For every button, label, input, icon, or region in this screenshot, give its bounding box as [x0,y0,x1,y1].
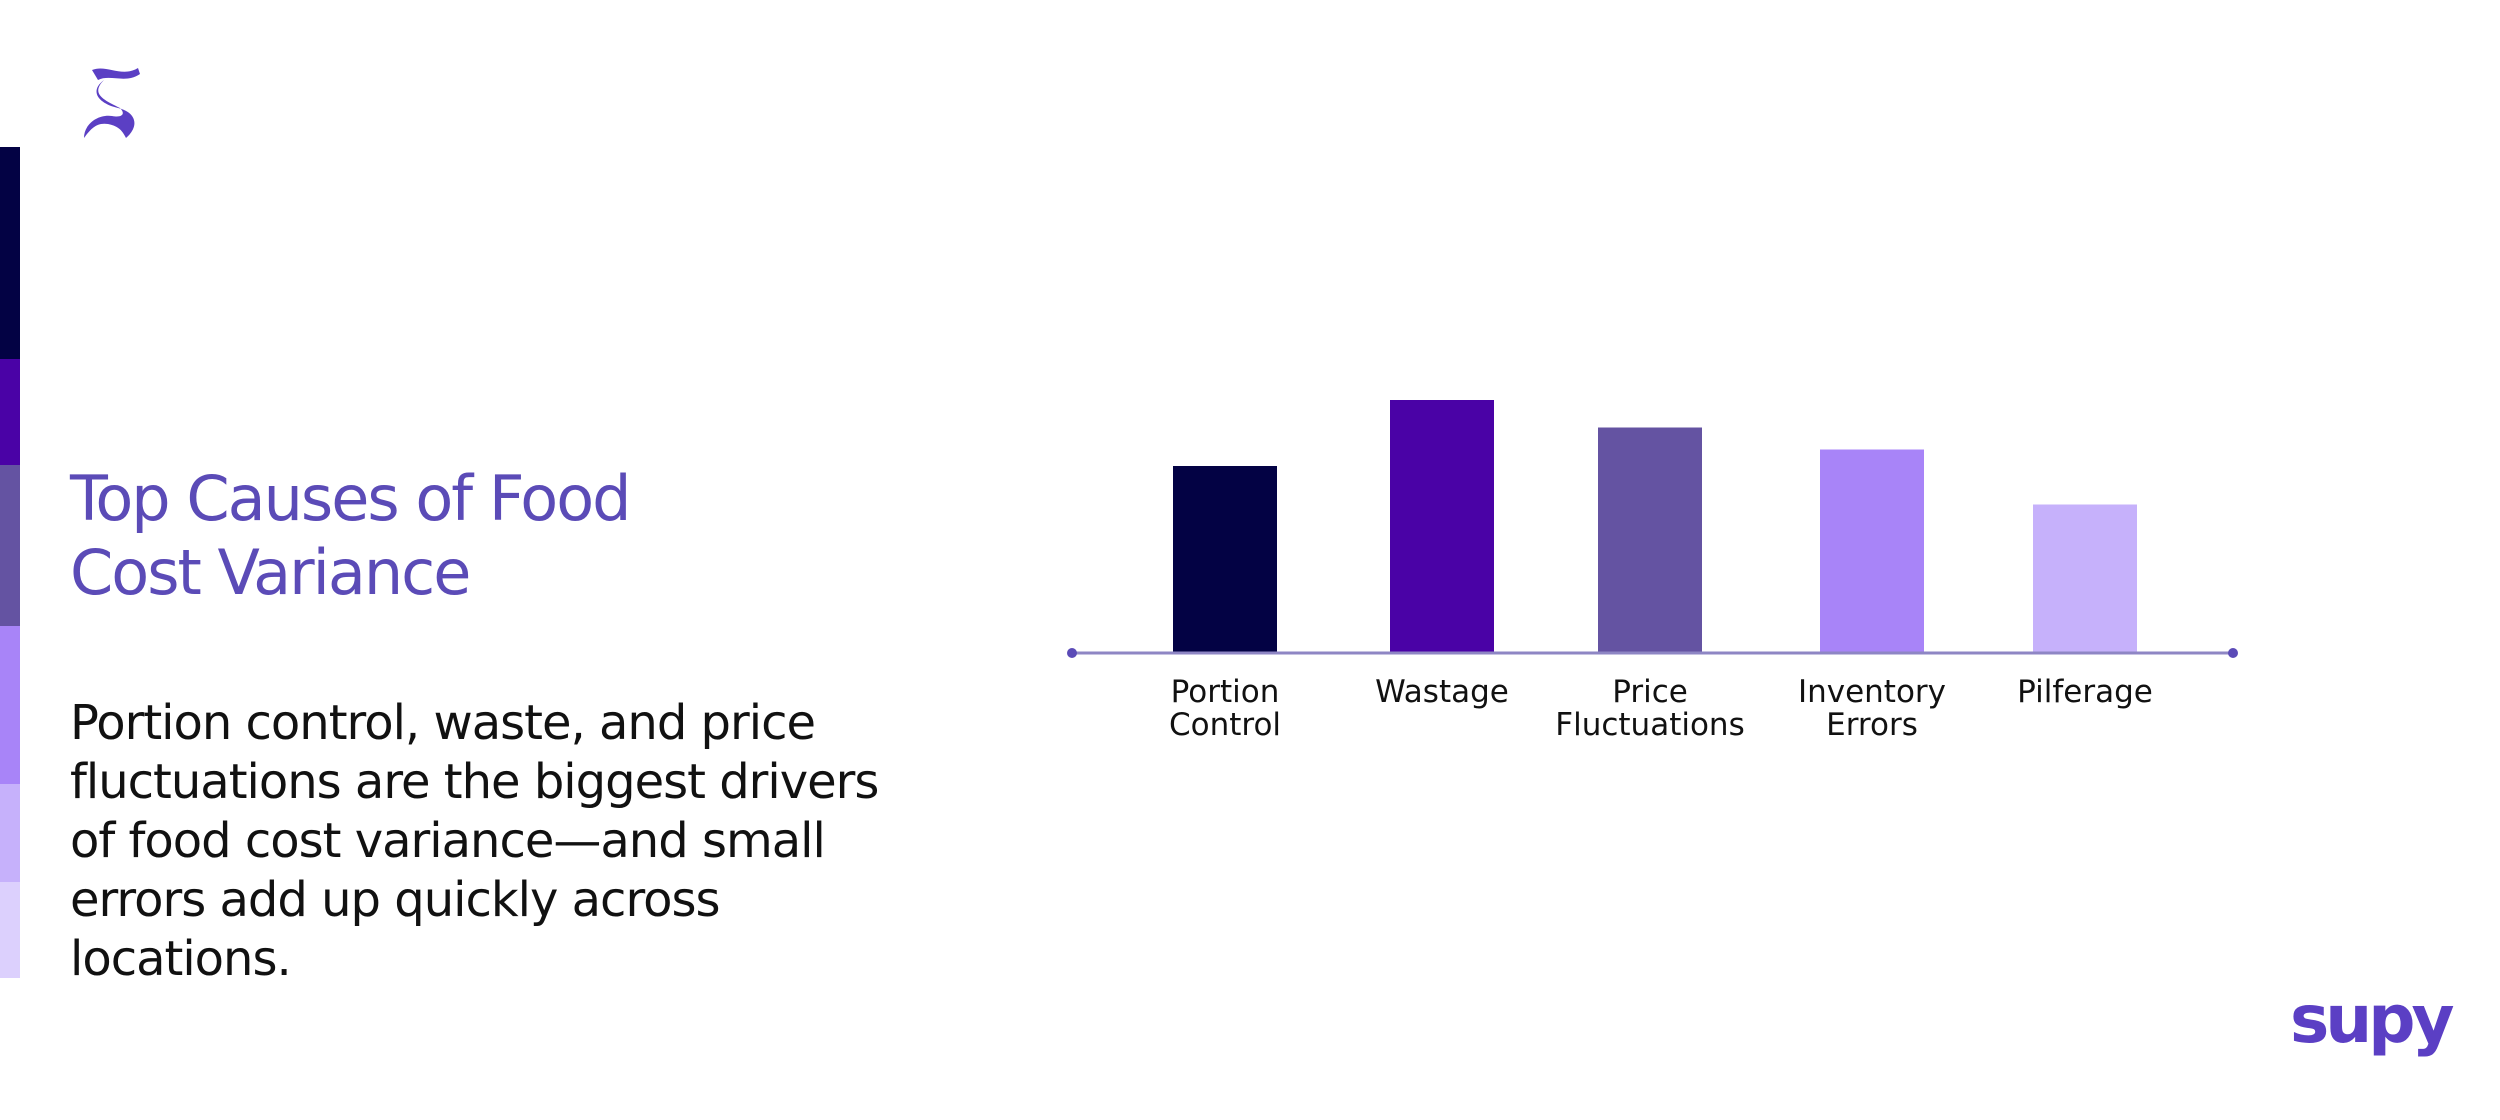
bar-price-fluctuations [1598,427,1702,653]
x-tick-label: Inventory Errors [1798,674,1946,743]
accent-strip-3 [0,465,20,626]
slide-body-text: Portion control, waste, and price fluctu… [70,695,879,987]
bar-portion-control [1173,466,1277,653]
bar-chart: Portion Control Wastage Price Fluctuations In… [1067,400,2238,743]
bar-inventory-errors [1820,449,1924,653]
accent-strip-2 [0,359,20,465]
x-tick-label: Price Fluctuations [1555,674,1744,743]
accent-strip-5 [0,784,20,882]
slide-title-line-2: Cost Variance [70,536,471,609]
bar-pilferage [2033,504,2137,653]
x-tick-label: Portion Control [1169,674,1281,743]
slide-title-line-1: Top Causes of Food [70,462,632,535]
bar-wastage [1390,400,1494,653]
brand-wordmark: supy [2290,981,2455,1058]
x-axis-end-dot [2228,648,2238,658]
accent-strip-1 [0,147,20,359]
x-tick-label: Pilferage [2017,674,2153,710]
slide-title: Top Causes of Food Cost Variance [70,462,830,610]
x-axis-start-dot [1067,648,1077,658]
accent-strip-4 [0,626,20,784]
accent-strip-6 [0,882,20,978]
stylized-s-logo-icon [84,68,140,138]
x-tick-label: Wastage [1375,674,1509,710]
